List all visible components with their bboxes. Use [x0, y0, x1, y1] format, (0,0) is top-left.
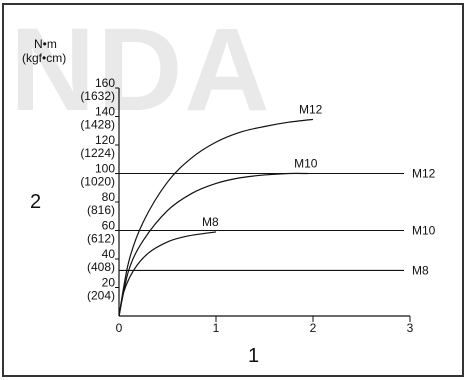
curve-m8 — [118, 231, 217, 317]
y-unit-secondary: (kgf•cm) — [22, 51, 66, 65]
y-tick-label: 100 — [95, 162, 115, 176]
x-tick-label: 0 — [116, 321, 123, 335]
curve-m10 — [118, 172, 309, 317]
y-tick-label: 60 — [102, 219, 116, 233]
chart-frame — [2, 3, 464, 377]
y-tick-label: 20 — [102, 276, 116, 290]
y-tick-sublabel: (1428) — [80, 118, 115, 132]
y-tick-sublabel: (408) — [87, 260, 115, 274]
curve-label-m12: M12 — [299, 102, 323, 116]
y-tick-sublabel: (1020) — [80, 175, 115, 189]
x-axis-number: 1 — [248, 345, 259, 367]
y-tick-sublabel: (1632) — [80, 89, 115, 103]
y-tick-label: 40 — [102, 247, 116, 261]
y-tick-label: 120 — [95, 133, 115, 147]
y-unit-primary: N•m — [34, 37, 57, 51]
y-tick-sublabel: (1224) — [80, 146, 115, 160]
y-tick-label: 160 — [95, 76, 115, 90]
level-label-m8: M8 — [412, 263, 429, 277]
y-tick-label: 80 — [102, 190, 116, 204]
y-tick-sublabel: (612) — [87, 232, 115, 246]
curve-label-m8: M8 — [202, 215, 219, 229]
watermark: NDA — [10, 4, 272, 136]
y-tick-sublabel: (816) — [87, 203, 115, 217]
level-label-m12: M12 — [412, 167, 436, 181]
y-tick-sublabel: (204) — [87, 289, 115, 303]
x-tick-label: 3 — [407, 321, 414, 335]
y-axis-number: 2 — [30, 191, 41, 213]
y-tick-label: 140 — [95, 105, 115, 119]
x-tick-label: 1 — [213, 321, 220, 335]
level-label-m10: M10 — [412, 224, 436, 238]
curve-label-m10: M10 — [294, 157, 318, 171]
curve-m12 — [118, 118, 314, 317]
x-tick-label: 2 — [310, 321, 317, 335]
